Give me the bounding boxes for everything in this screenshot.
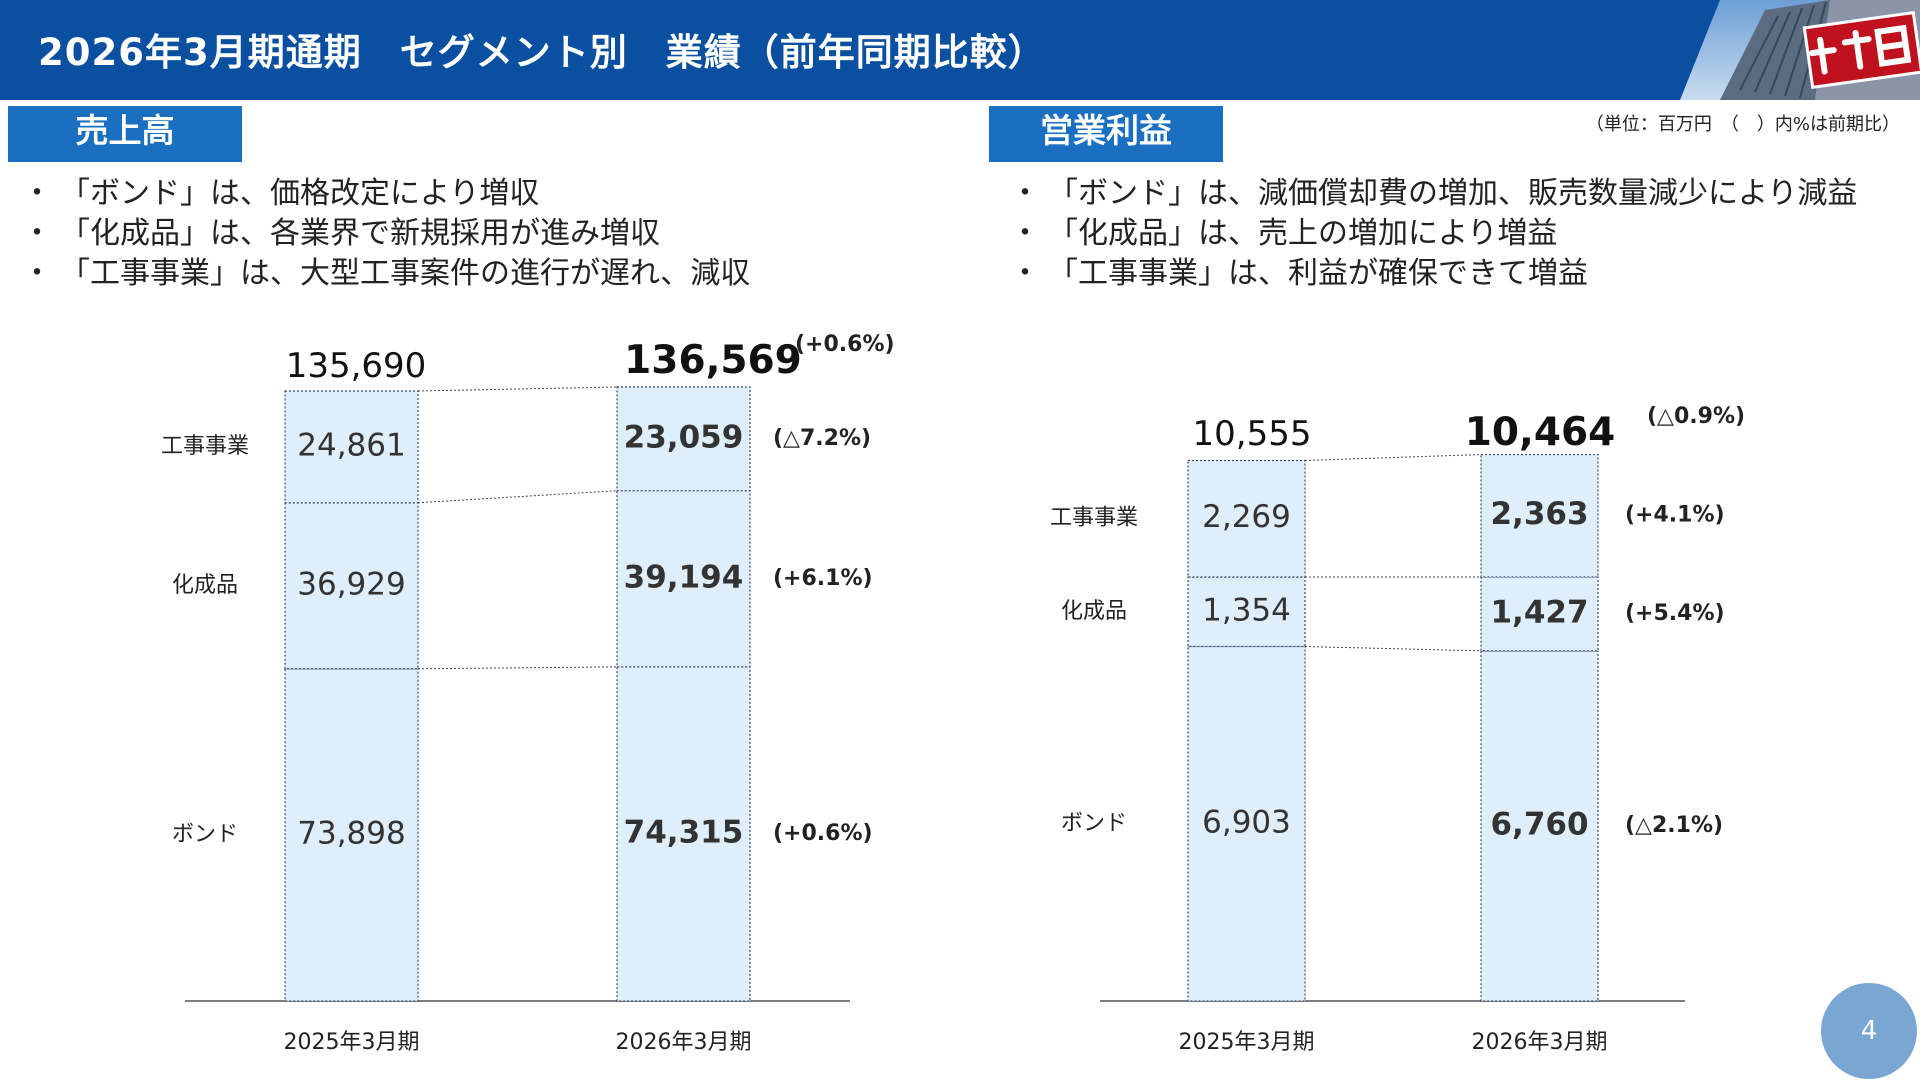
x-tick-label: 2025年3月期 <box>284 1030 420 1055</box>
series-name: 化成品 <box>172 573 238 598</box>
data-label: 23,059 <box>624 419 744 455</box>
sales-section-tag: 売上高 <box>8 106 242 162</box>
change-label: (+0.6%) <box>773 821 873 846</box>
data-label: 2,363 <box>1490 496 1588 532</box>
page-number: 4 <box>1821 983 1917 1079</box>
total-label: 10,464 <box>1465 410 1616 455</box>
data-label: 1,354 <box>1202 592 1291 628</box>
series-name: ボンド <box>172 822 238 847</box>
page-header: 2026年3月期通期 セグメント別 業績（前年同期比較） <box>0 0 1920 100</box>
unit-note: （単位：百万円 （ ）内%は前期比） <box>1585 114 1900 135</box>
series-name: 工事事業 <box>161 434 249 459</box>
data-label: 6,760 <box>1490 806 1588 842</box>
change-label: (+4.1%) <box>1625 503 1725 528</box>
series-name: 化成品 <box>1061 599 1127 624</box>
bar-segment <box>1187 459 1306 578</box>
change-label: (+6.1%) <box>773 566 873 591</box>
total-change-label: (+0.6%) <box>795 332 895 357</box>
profit-bullet: 「ボンド」は、減価償却費の増加、販売数量減少により減益 <box>1010 174 1857 214</box>
profit-bullets: 「ボンド」は、減価償却費の増加、販売数量減少により減益 「化成品」は、売上の増加… <box>1010 174 1857 294</box>
change-label: (△2.1%) <box>1625 813 1723 838</box>
change-label: (△7.2%) <box>773 426 871 451</box>
sales-bullet: 「ボンド」は、価格改定により増収 <box>22 174 750 214</box>
total-label: 136,569 <box>624 338 802 383</box>
bar-segment <box>284 668 419 1002</box>
total-label: 10,555 <box>1193 414 1312 454</box>
profit-bullet: 「化成品」は、売上の増加により増益 <box>1010 214 1857 254</box>
connector-line <box>417 386 618 392</box>
bar-segment <box>284 502 419 670</box>
bar-segment <box>616 666 751 1002</box>
data-label: 24,861 <box>297 427 405 463</box>
data-label: 74,315 <box>624 814 744 850</box>
bar-segment <box>1187 576 1306 648</box>
bar-segment <box>1480 576 1599 652</box>
total-change-label: (△0.9%) <box>1647 404 1745 429</box>
x-tick-label: 2025年3月期 <box>1179 1030 1315 1055</box>
profit-section-tag: 営業利益 <box>989 106 1223 162</box>
data-label: 2,269 <box>1202 499 1291 535</box>
sales-bullets: 「ボンド」は、価格改定により増収 「化成品」は、各業界で新規採用が進み増収 「工… <box>22 174 750 294</box>
page-title: 2026年3月期通期 セグメント別 業績（前年同期比較） <box>38 31 1046 74</box>
series-name: ボンド <box>1061 811 1127 836</box>
bar-segment <box>1480 453 1599 578</box>
connector-line <box>417 490 618 504</box>
connector-line <box>1304 646 1482 652</box>
total-label: 135,690 <box>286 346 427 386</box>
x-tick-label: 2026年3月期 <box>616 1030 752 1055</box>
series-name: 工事事業 <box>1050 506 1138 531</box>
connector-line <box>417 666 618 670</box>
x-tick-label: 2026年3月期 <box>1472 1030 1608 1055</box>
profit-bullet: 「工事事業」は、利益が確保できて増益 <box>1010 254 1857 294</box>
bar-segment <box>1480 650 1599 1002</box>
data-label: 1,427 <box>1490 594 1588 630</box>
sales-bullet: 「工事事業」は、大型工事案件の進行が遅れ、減収 <box>22 254 750 294</box>
company-logo <box>1680 0 1920 100</box>
bar-segment <box>616 386 751 492</box>
bar-segment <box>284 390 419 504</box>
sales-stacked-bar-chart: 73,898 36,929 24,861 135,690 2025年3月期 74,315 3… <box>161 332 895 1055</box>
data-label: 36,929 <box>297 566 405 602</box>
change-label: (+5.4%) <box>1625 601 1725 626</box>
connector-line <box>1304 454 1482 461</box>
sales-bullet: 「化成品」は、各業界で新規採用が進み増収 <box>22 214 750 254</box>
profit-stacked-bar-chart: 6,903 1,354 2,269 10,555 2025年3月期 6,760 1,427 2… <box>1050 404 1745 1055</box>
data-label: 6,903 <box>1202 804 1291 840</box>
data-label: 73,898 <box>297 815 405 851</box>
bar-segment <box>1187 645 1306 1002</box>
data-label: 39,194 <box>624 559 744 595</box>
bar-segment <box>616 490 751 668</box>
